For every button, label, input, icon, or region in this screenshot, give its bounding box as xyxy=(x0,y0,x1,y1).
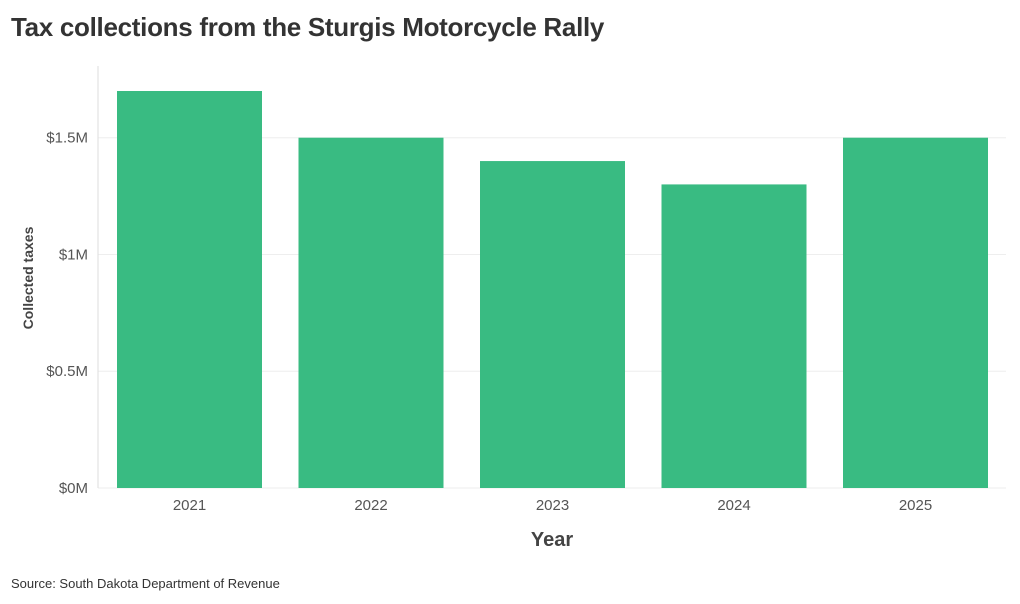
y-axis-title: Collected taxes xyxy=(20,226,36,329)
bar-2022[interactable] xyxy=(298,137,444,489)
x-axis-title: Year xyxy=(531,529,573,551)
y-axis-ticks: $0M $0.5M $1M $1.5M xyxy=(46,130,88,497)
x-axis-ticks: 2021 2022 2023 2024 2025 xyxy=(173,497,932,514)
bar-2023[interactable] xyxy=(480,161,625,488)
bar-2025[interactable] xyxy=(843,137,988,489)
x-tick-label: 2023 xyxy=(536,497,569,514)
bars xyxy=(117,91,988,489)
chart-title: Tax collections from the Sturgis Motorcy… xyxy=(11,12,605,42)
x-tick-label: 2021 xyxy=(173,497,206,514)
x-tick-label: 2022 xyxy=(354,497,387,514)
bar-2021[interactable] xyxy=(117,91,262,488)
x-tick-label: 2024 xyxy=(717,497,750,514)
y-tick-label: $1.5M xyxy=(46,130,88,147)
y-tick-label: $0M xyxy=(59,480,88,497)
y-tick-label: $0.5M xyxy=(46,363,88,380)
y-tick-label: $1M xyxy=(59,246,88,263)
source-note: Source: South Dakota Department of Reven… xyxy=(11,576,280,591)
bar-2024[interactable] xyxy=(661,184,807,489)
x-tick-label: 2025 xyxy=(899,497,932,514)
bar-chart: $0M $0.5M $1M $1.5M 2021 2022 2023 2024 2025 Ye… xyxy=(20,66,1006,551)
